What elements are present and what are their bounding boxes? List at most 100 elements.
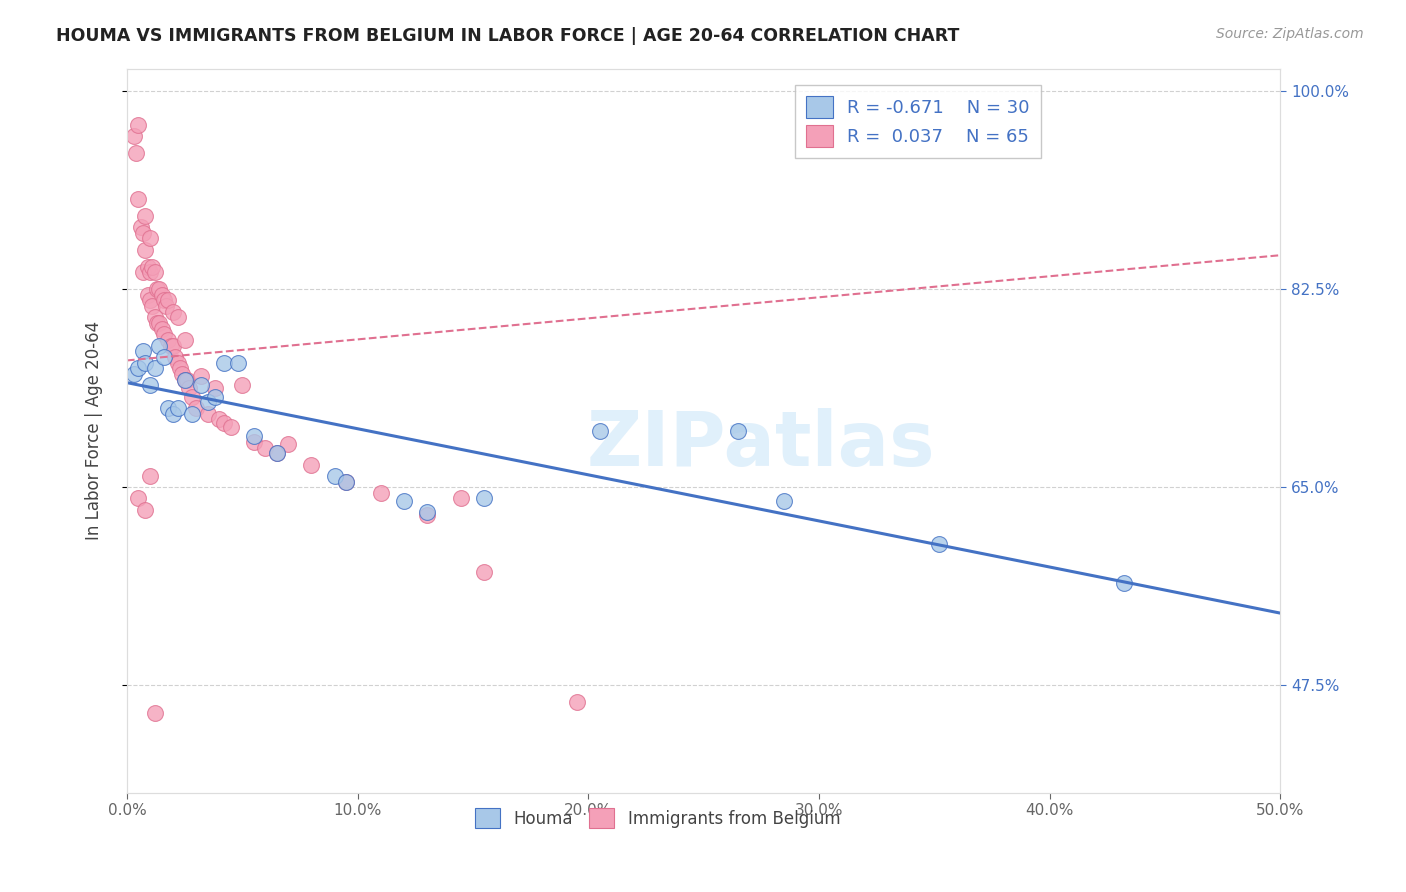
Point bbox=[139, 231, 162, 245]
Point bbox=[266, 446, 288, 460]
Point bbox=[184, 401, 207, 415]
Point bbox=[166, 356, 188, 370]
Point bbox=[204, 390, 226, 404]
Text: HOUMA VS IMMIGRANTS FROM BELGIUM IN LABOR FORCE | AGE 20-64 CORRELATION CHART: HOUMA VS IMMIGRANTS FROM BELGIUM IN LABO… bbox=[56, 27, 960, 45]
Point bbox=[266, 446, 288, 460]
Point bbox=[127, 361, 149, 376]
Point bbox=[565, 695, 588, 709]
Point bbox=[773, 493, 796, 508]
Point bbox=[153, 293, 176, 308]
Point bbox=[139, 293, 162, 308]
Point bbox=[157, 333, 180, 347]
Point bbox=[129, 219, 152, 234]
Point bbox=[1112, 576, 1135, 591]
Point bbox=[173, 373, 195, 387]
Point bbox=[148, 282, 170, 296]
Point bbox=[166, 310, 188, 325]
Point bbox=[254, 441, 277, 455]
Point bbox=[132, 265, 155, 279]
Point bbox=[153, 350, 176, 364]
Point bbox=[474, 565, 496, 579]
Point bbox=[392, 493, 415, 508]
Point bbox=[127, 491, 149, 506]
Point bbox=[162, 305, 184, 319]
Point bbox=[134, 243, 156, 257]
Point bbox=[141, 260, 163, 274]
Point bbox=[180, 407, 202, 421]
Point bbox=[179, 381, 201, 395]
Point bbox=[335, 475, 357, 489]
Point bbox=[153, 327, 176, 342]
Point bbox=[173, 373, 195, 387]
Point bbox=[159, 339, 181, 353]
Point bbox=[928, 537, 950, 551]
Point bbox=[134, 503, 156, 517]
Point bbox=[169, 361, 191, 376]
Point bbox=[219, 420, 242, 434]
Point bbox=[197, 407, 219, 421]
Point bbox=[335, 475, 357, 489]
Point bbox=[134, 209, 156, 223]
Point bbox=[146, 282, 169, 296]
Point bbox=[226, 356, 249, 370]
Point bbox=[122, 129, 145, 144]
Point bbox=[450, 491, 472, 506]
Point bbox=[127, 118, 149, 132]
Point bbox=[165, 350, 187, 364]
Point bbox=[208, 412, 231, 426]
Point bbox=[122, 367, 145, 381]
Point bbox=[150, 288, 173, 302]
Point bbox=[136, 260, 159, 274]
Point bbox=[162, 407, 184, 421]
Point bbox=[176, 373, 198, 387]
Point bbox=[416, 508, 439, 523]
Point bbox=[212, 356, 235, 370]
Point bbox=[370, 485, 392, 500]
Point bbox=[243, 429, 266, 443]
Point bbox=[141, 299, 163, 313]
Point bbox=[157, 293, 180, 308]
Text: ZIPatlas: ZIPatlas bbox=[588, 408, 935, 482]
Legend: Houma, Immigrants from Belgium: Houma, Immigrants from Belgium bbox=[468, 801, 846, 835]
Point bbox=[589, 424, 612, 438]
Point bbox=[132, 226, 155, 240]
Point bbox=[143, 361, 166, 376]
Point bbox=[416, 505, 439, 519]
Point bbox=[166, 401, 188, 415]
Y-axis label: In Labor Force | Age 20-64: In Labor Force | Age 20-64 bbox=[86, 321, 103, 541]
Point bbox=[155, 299, 177, 313]
Point bbox=[727, 424, 749, 438]
Point bbox=[148, 316, 170, 330]
Point bbox=[139, 468, 162, 483]
Point bbox=[162, 339, 184, 353]
Point bbox=[132, 344, 155, 359]
Point bbox=[204, 381, 226, 395]
Point bbox=[146, 316, 169, 330]
Point bbox=[197, 395, 219, 409]
Point bbox=[143, 265, 166, 279]
Point bbox=[180, 390, 202, 404]
Text: Source: ZipAtlas.com: Source: ZipAtlas.com bbox=[1216, 27, 1364, 41]
Point bbox=[125, 146, 148, 161]
Point bbox=[139, 265, 162, 279]
Point bbox=[157, 401, 180, 415]
Point bbox=[243, 434, 266, 449]
Point bbox=[143, 310, 166, 325]
Point bbox=[277, 437, 299, 451]
Point bbox=[323, 468, 346, 483]
Point bbox=[301, 458, 323, 472]
Point bbox=[172, 367, 194, 381]
Point bbox=[190, 378, 212, 392]
Point bbox=[139, 378, 162, 392]
Point bbox=[150, 322, 173, 336]
Point bbox=[148, 339, 170, 353]
Point bbox=[190, 369, 212, 384]
Point bbox=[212, 416, 235, 430]
Point bbox=[136, 288, 159, 302]
Point bbox=[173, 333, 195, 347]
Point bbox=[134, 356, 156, 370]
Point bbox=[231, 378, 253, 392]
Point bbox=[143, 706, 166, 721]
Point bbox=[127, 192, 149, 206]
Point bbox=[474, 491, 496, 506]
